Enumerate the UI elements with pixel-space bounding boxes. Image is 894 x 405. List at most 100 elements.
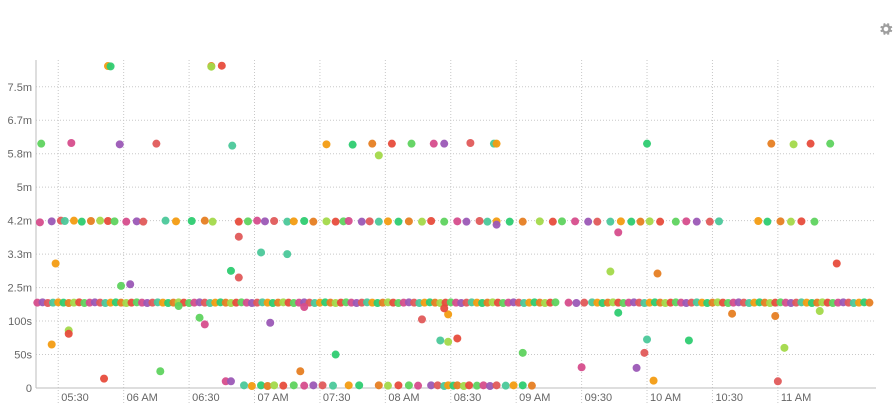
data-point[interactable] — [645, 217, 654, 226]
data-point[interactable] — [763, 217, 772, 226]
data-point[interactable] — [348, 140, 357, 149]
data-point[interactable] — [414, 381, 423, 390]
data-point[interactable] — [518, 381, 527, 390]
data-point[interactable] — [682, 217, 691, 226]
data-point[interactable] — [226, 377, 235, 386]
data-point[interactable] — [344, 381, 353, 390]
data-point[interactable] — [593, 217, 602, 226]
data-point[interactable] — [67, 139, 76, 148]
data-point[interactable] — [776, 217, 785, 226]
data-point[interactable] — [640, 348, 649, 357]
data-point[interactable] — [122, 217, 131, 226]
data-point[interactable] — [606, 267, 615, 276]
data-point[interactable] — [279, 381, 288, 390]
data-point[interactable] — [614, 308, 623, 317]
data-point[interactable] — [126, 280, 135, 289]
data-point[interactable] — [344, 216, 353, 225]
data-point[interactable] — [453, 217, 462, 226]
data-point[interactable] — [289, 381, 298, 390]
data-point[interactable] — [632, 363, 641, 372]
data-point[interactable] — [584, 217, 593, 226]
data-point[interactable] — [331, 217, 340, 226]
data-point[interactable] — [234, 232, 243, 241]
data-point[interactable] — [195, 313, 204, 322]
data-point[interactable] — [453, 334, 462, 343]
data-point[interactable] — [580, 298, 589, 307]
data-point[interactable] — [115, 140, 124, 149]
data-point[interactable] — [786, 217, 795, 226]
data-point[interactable] — [208, 217, 217, 226]
data-point[interactable] — [789, 140, 798, 149]
data-point[interactable] — [368, 139, 377, 148]
data-point[interactable] — [404, 381, 413, 390]
gear-icon[interactable] — [878, 21, 894, 37]
data-point[interactable] — [132, 217, 141, 226]
data-point[interactable] — [492, 139, 501, 148]
data-point[interactable] — [37, 139, 46, 148]
data-point[interactable] — [331, 350, 340, 359]
data-point[interactable] — [865, 298, 874, 307]
data-point[interactable] — [417, 315, 426, 324]
data-point[interactable] — [253, 216, 262, 225]
data-point[interactable] — [243, 217, 252, 226]
data-point[interactable] — [472, 381, 481, 390]
data-point[interactable] — [643, 139, 652, 148]
data-point[interactable] — [571, 217, 580, 226]
data-point[interactable] — [728, 309, 737, 318]
data-point[interactable] — [355, 381, 364, 390]
data-point[interactable] — [771, 312, 780, 321]
data-point[interactable] — [300, 381, 309, 390]
data-point[interactable] — [465, 381, 474, 390]
data-point[interactable] — [417, 217, 426, 226]
data-point[interactable] — [100, 374, 109, 383]
data-point[interactable] — [257, 381, 266, 390]
data-point[interactable] — [440, 304, 449, 313]
data-point[interactable] — [407, 139, 416, 148]
data-point[interactable] — [501, 381, 510, 390]
data-point[interactable] — [649, 376, 658, 385]
data-point[interactable] — [77, 217, 86, 226]
data-point[interactable] — [557, 217, 566, 226]
data-point[interactable] — [453, 381, 462, 390]
data-point[interactable] — [309, 381, 318, 390]
data-point[interactable] — [374, 151, 383, 160]
data-point[interactable] — [548, 217, 557, 226]
data-point[interactable] — [86, 216, 95, 225]
data-point[interactable] — [505, 217, 514, 226]
data-point[interactable] — [174, 302, 183, 310]
data-point[interactable] — [257, 248, 266, 257]
data-point[interactable] — [692, 217, 701, 226]
data-point[interactable] — [643, 335, 652, 344]
data-point[interactable] — [283, 217, 292, 226]
data-point[interactable] — [289, 217, 298, 226]
data-point[interactable] — [780, 343, 789, 352]
data-point[interactable] — [486, 381, 495, 390]
data-point[interactable] — [161, 216, 170, 225]
data-point[interactable] — [492, 381, 501, 390]
data-point[interactable] — [466, 139, 475, 148]
data-point[interactable] — [234, 217, 243, 226]
data-point[interactable] — [810, 217, 819, 226]
data-point[interactable] — [329, 381, 338, 390]
data-point[interactable] — [444, 337, 453, 346]
data-point[interactable] — [234, 273, 243, 282]
data-point[interactable] — [217, 61, 226, 70]
data-point[interactable] — [832, 259, 841, 268]
data-point[interactable] — [462, 217, 471, 226]
data-point[interactable] — [572, 298, 581, 307]
data-point[interactable] — [551, 298, 560, 307]
data-point[interactable] — [60, 216, 69, 225]
data-point[interactable] — [387, 139, 396, 148]
data-point[interactable] — [64, 329, 73, 338]
data-point[interactable] — [309, 217, 318, 226]
data-point[interactable] — [394, 217, 403, 226]
data-point[interactable] — [270, 381, 279, 390]
data-point[interactable] — [527, 381, 536, 390]
data-point[interactable] — [475, 216, 484, 225]
data-point[interactable] — [440, 217, 449, 226]
data-point[interactable] — [479, 381, 488, 390]
data-point[interactable] — [270, 216, 279, 225]
data-point[interactable] — [606, 217, 615, 226]
data-point[interactable] — [627, 217, 636, 226]
data-point[interactable] — [156, 367, 165, 376]
